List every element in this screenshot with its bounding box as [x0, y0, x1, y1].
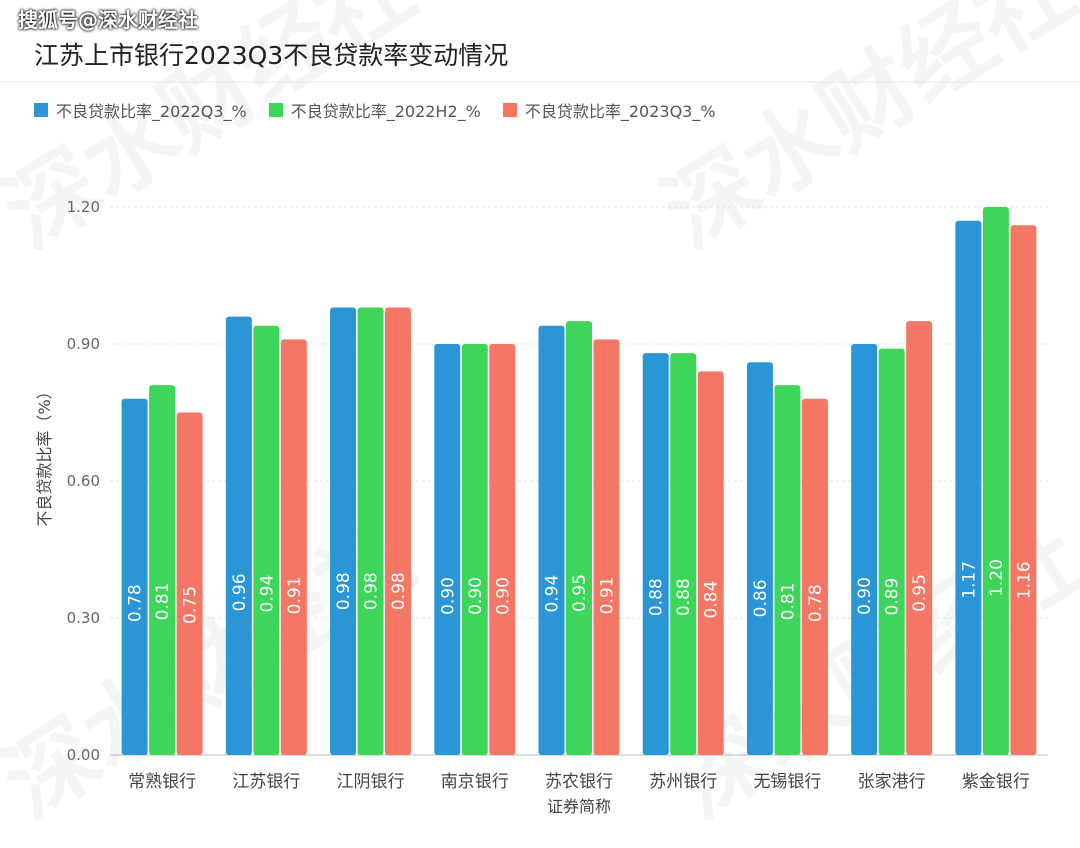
bar-1-1	[253, 325, 280, 755]
bar-0-1	[149, 385, 176, 755]
background-watermark-0: 深水财经社	[0, 0, 432, 269]
bar-3-0	[434, 344, 461, 755]
x-category-label: 紫金银行	[962, 772, 1030, 792]
legend-swatch-2022q3	[34, 103, 48, 117]
chart-legend: 不良贷款比率_2022Q3_% 不良贷款比率_2022H2_% 不良贷款比率_2…	[34, 98, 716, 122]
bar-1-0	[225, 316, 252, 755]
x-category-label: 南京银行	[441, 772, 509, 792]
bar-6-0	[746, 362, 773, 755]
bar-4-1	[566, 321, 592, 755]
bar-5-2	[697, 371, 724, 755]
y-tick-label: 0.90	[67, 335, 100, 353]
bar-value-label: 0.95	[910, 574, 930, 612]
bar-value-label: 0.78	[126, 584, 146, 622]
bar-value-label: 0.81	[153, 582, 173, 620]
source-watermark: 搜狐号@深水财经社	[18, 8, 198, 32]
x-category-label: 张家港行	[858, 772, 926, 792]
bar-2-0	[330, 307, 357, 755]
bar-value-label: 0.84	[702, 581, 722, 619]
bar-8-1	[982, 207, 1009, 755]
bar-value-label: 0.89	[883, 578, 903, 616]
bar-0-2	[176, 412, 203, 755]
bar-value-label: 0.75	[181, 586, 201, 624]
bar-4-2	[593, 339, 620, 755]
chart-title: 江苏上市银行2023Q3不良贷款率变动情况	[34, 41, 509, 70]
bar-2-2	[385, 307, 412, 755]
x-category-label: 无锡银行	[753, 772, 821, 792]
bar-value-label: 0.90	[438, 577, 458, 615]
y-tick-label: 0.00	[67, 746, 100, 764]
bar-value-label: 0.95	[570, 574, 590, 612]
bar-7-2	[906, 321, 933, 755]
legend-swatch-2022h2	[268, 103, 283, 117]
bar-value-label: 0.90	[493, 577, 513, 615]
bar-value-label: 0.98	[362, 572, 382, 610]
bar-8-0	[955, 220, 982, 755]
bar-value-label: 0.88	[674, 578, 694, 616]
bar-value-label: 0.91	[285, 576, 305, 614]
bar-6-1	[774, 385, 801, 755]
bar-value-label: 0.96	[230, 573, 250, 611]
y-tick-label: 0.60	[67, 472, 100, 490]
x-category-label: 常熟银行	[128, 771, 196, 792]
y-axis-title: 不良贷款比率（%）	[35, 383, 54, 526]
bar-value-label: 1.17	[959, 561, 979, 599]
bar-7-0	[851, 344, 878, 755]
bar-3-2	[489, 344, 516, 755]
bar-8-2	[1010, 225, 1037, 755]
legend-item-2023q3[interactable]: 不良贷款比率_2023Q3_%	[502, 98, 716, 122]
bar-value-label: 0.81	[778, 582, 798, 620]
y-tick-label: 0.30	[67, 609, 100, 627]
bar-value-label: 0.88	[647, 578, 667, 616]
bar-value-label: 1.16	[1014, 561, 1034, 599]
bar-1-2	[280, 339, 307, 755]
legend-item-2022h2[interactable]: 不良贷款比率_2022H2_%	[268, 98, 481, 122]
bar-5-0	[642, 353, 669, 755]
bar-value-label: 0.86	[751, 579, 771, 617]
x-category-label: 苏农银行	[545, 772, 613, 792]
x-category-label: 江苏银行	[232, 772, 300, 792]
legend-label-2023q3: 不良贷款比率_2023Q3_%	[524, 102, 716, 121]
legend-label-2022h2: 不良贷款比率_2022H2_%	[290, 102, 481, 121]
bar-0-0	[121, 398, 148, 755]
bar-4-0	[538, 325, 565, 755]
bar-value-label: 0.94	[257, 575, 277, 613]
bar-value-label: 0.91	[598, 576, 618, 614]
x-category-label: 苏州银行	[649, 772, 717, 792]
x-axis-title: 证券简称	[547, 797, 611, 816]
bar-2-1	[357, 307, 384, 755]
bar-3-1	[461, 344, 488, 755]
legend-item-2022q3[interactable]: 不良贷款比率_2022Q3_%	[34, 98, 247, 122]
bar-value-label: 0.98	[389, 572, 409, 610]
bar-value-label: 0.78	[806, 584, 826, 622]
bar-value-label: 1.20	[987, 559, 1007, 597]
bar-6-2	[801, 398, 828, 755]
bar-value-label: 0.98	[334, 572, 354, 610]
bar-value-label: 0.94	[543, 575, 563, 613]
bar-7-1	[878, 348, 905, 755]
y-tick-label: 1.20	[67, 198, 100, 216]
legend-swatch-2023q3	[502, 103, 517, 117]
bar-value-label: 0.90	[855, 577, 875, 615]
bar-5-1	[670, 353, 697, 755]
bar-value-label: 0.90	[466, 577, 486, 615]
legend-label-2022q3: 不良贷款比率_2022Q3_%	[56, 102, 247, 121]
x-category-label: 江阴银行	[337, 772, 405, 792]
